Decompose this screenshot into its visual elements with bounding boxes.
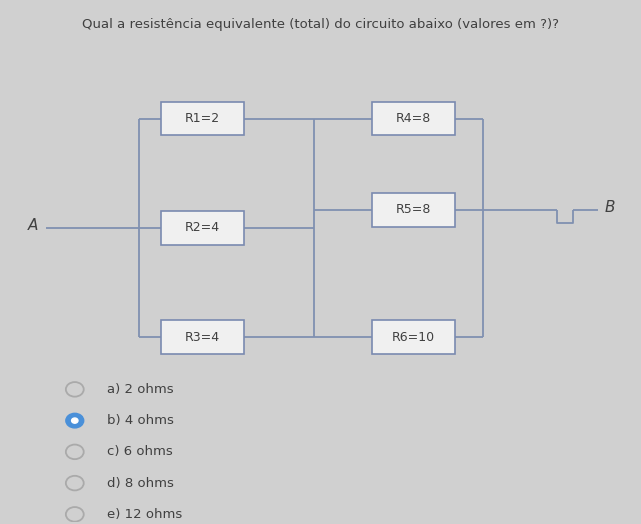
Text: a) 2 ohms: a) 2 ohms bbox=[106, 383, 173, 396]
FancyBboxPatch shape bbox=[372, 320, 454, 354]
Text: R4=8: R4=8 bbox=[395, 112, 431, 125]
Text: R6=10: R6=10 bbox=[392, 331, 435, 344]
Text: R1=2: R1=2 bbox=[185, 112, 220, 125]
FancyBboxPatch shape bbox=[372, 193, 454, 226]
Text: e) 12 ohms: e) 12 ohms bbox=[106, 508, 182, 521]
Text: R3=4: R3=4 bbox=[185, 331, 220, 344]
FancyBboxPatch shape bbox=[161, 320, 244, 354]
Text: B: B bbox=[604, 200, 615, 215]
Text: R2=4: R2=4 bbox=[185, 222, 220, 234]
Circle shape bbox=[66, 413, 84, 428]
Circle shape bbox=[72, 418, 78, 423]
Text: Qual a resistência equivalente (total) do circuito abaixo (valores em ?)?: Qual a resistência equivalente (total) d… bbox=[82, 18, 559, 31]
FancyBboxPatch shape bbox=[161, 211, 244, 245]
Text: d) 8 ohms: d) 8 ohms bbox=[106, 477, 174, 489]
Text: c) 6 ohms: c) 6 ohms bbox=[106, 445, 172, 458]
Text: R5=8: R5=8 bbox=[395, 203, 431, 216]
FancyBboxPatch shape bbox=[161, 102, 244, 136]
Text: b) 4 ohms: b) 4 ohms bbox=[106, 414, 174, 427]
Text: A: A bbox=[28, 218, 38, 233]
FancyBboxPatch shape bbox=[372, 102, 454, 136]
